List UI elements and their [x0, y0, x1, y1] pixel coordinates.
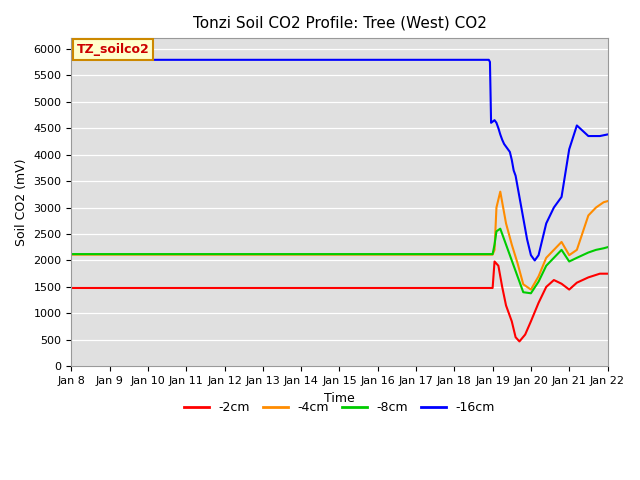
Legend: -2cm, -4cm, -8cm, -16cm: -2cm, -4cm, -8cm, -16cm: [179, 396, 500, 419]
Title: Tonzi Soil CO2 Profile: Tree (West) CO2: Tonzi Soil CO2 Profile: Tree (West) CO2: [193, 15, 486, 30]
Text: TZ_soilco2: TZ_soilco2: [77, 43, 150, 56]
Y-axis label: Soil CO2 (mV): Soil CO2 (mV): [15, 158, 28, 246]
X-axis label: Time: Time: [324, 392, 355, 405]
